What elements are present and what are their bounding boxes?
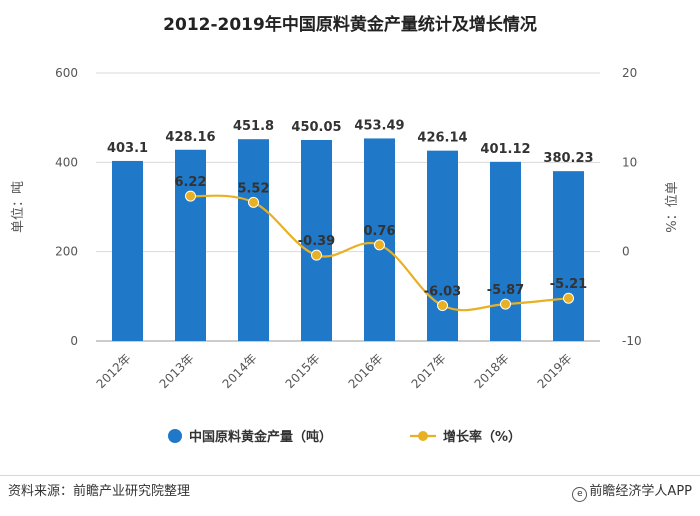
- bars: [112, 138, 584, 341]
- growth-value-label: -5.87: [487, 283, 524, 298]
- growth-value-label: -0.39: [298, 234, 335, 249]
- y-right-tick-label: 0: [622, 245, 630, 259]
- e-icon: e: [572, 487, 588, 502]
- x-tick-label: 2016年: [346, 351, 386, 391]
- bar: [301, 139, 332, 341]
- bar-value-label: 426.14: [417, 131, 467, 146]
- bar: [175, 149, 206, 341]
- x-tick-label: 2013年: [157, 351, 197, 391]
- y-left-tick-label: 0: [70, 334, 78, 348]
- bar: [112, 160, 143, 341]
- bar-value-label: 403.1: [107, 141, 148, 156]
- chart: 2012-2019年中国原料黄金产量统计及增长情况 0200400600-100…: [11, 14, 680, 445]
- bar-value-label: 428.16: [165, 130, 215, 145]
- footer-divider: [0, 475, 700, 476]
- legend-bar-marker: [168, 429, 182, 443]
- data-labels: 403.1 428.16 451.8 450.05 453.49 426.14 401.12…: [107, 118, 594, 299]
- y-right-tick-label: 20: [622, 66, 637, 80]
- y-right-tick-label: 10: [622, 155, 637, 169]
- growth-line: [185, 190, 574, 312]
- x-tick-label: 2015年: [283, 351, 323, 391]
- bar-value-label: 380.23: [543, 151, 593, 166]
- growth-point: [437, 300, 448, 312]
- brand-credit: e 前瞻经济学人APP: [572, 480, 692, 502]
- brand-text: 前瞻经济学人APP: [589, 484, 692, 499]
- x-tick-label: 2014年: [220, 351, 260, 391]
- y-left-tick-label: 200: [55, 245, 78, 259]
- y-right-tick-label: -10: [622, 334, 642, 348]
- bar-value-label: 451.8: [233, 119, 274, 134]
- bar-value-label: 453.49: [354, 118, 404, 133]
- y-left-axis-label: 单位：吨: [11, 181, 26, 233]
- growth-value-label: -5.21: [550, 277, 587, 292]
- growth-point: [563, 292, 574, 304]
- growth-point: [311, 249, 322, 261]
- x-tick-label: 2018年: [472, 351, 512, 391]
- gridlines: [96, 72, 600, 342]
- bar: [553, 171, 584, 341]
- chart-title: 2012-2019年中国原料黄金产量统计及增长情况: [163, 14, 537, 35]
- legend-line-label: 增长率（%）: [443, 429, 521, 445]
- bar: [238, 139, 269, 341]
- growth-value-label: 0.76: [363, 224, 395, 239]
- bar-value-label: 450.05: [291, 120, 341, 135]
- legend-bar-label: 中国原料黄金产量（吨）: [189, 429, 332, 445]
- growth-point: [185, 190, 196, 202]
- bar: [427, 150, 458, 341]
- growth-point: [374, 239, 385, 251]
- growth-value-label: -6.03: [424, 285, 461, 300]
- legend: 中国原料黄金产量（吨） 增长率（%）: [168, 429, 521, 445]
- x-tick-label: 2019年: [535, 351, 575, 391]
- legend-line-marker: [418, 431, 428, 441]
- growth-point: [500, 298, 511, 310]
- y-right-axis-label: %：位单: [665, 181, 680, 232]
- x-tick-label: 2017年: [409, 351, 449, 391]
- bar-value-label: 401.12: [480, 142, 530, 157]
- x-tick-label: 2012年: [94, 351, 134, 391]
- bar: [490, 161, 521, 341]
- source-note: 资料来源：前瞻产业研究院整理: [8, 484, 191, 499]
- y-left-tick-label: 600: [55, 66, 78, 80]
- growth-value-label: 5.52: [237, 181, 269, 196]
- growth-value-label: 6.22: [174, 175, 206, 190]
- y-left-tick-label: 400: [55, 155, 78, 169]
- growth-point: [248, 196, 259, 208]
